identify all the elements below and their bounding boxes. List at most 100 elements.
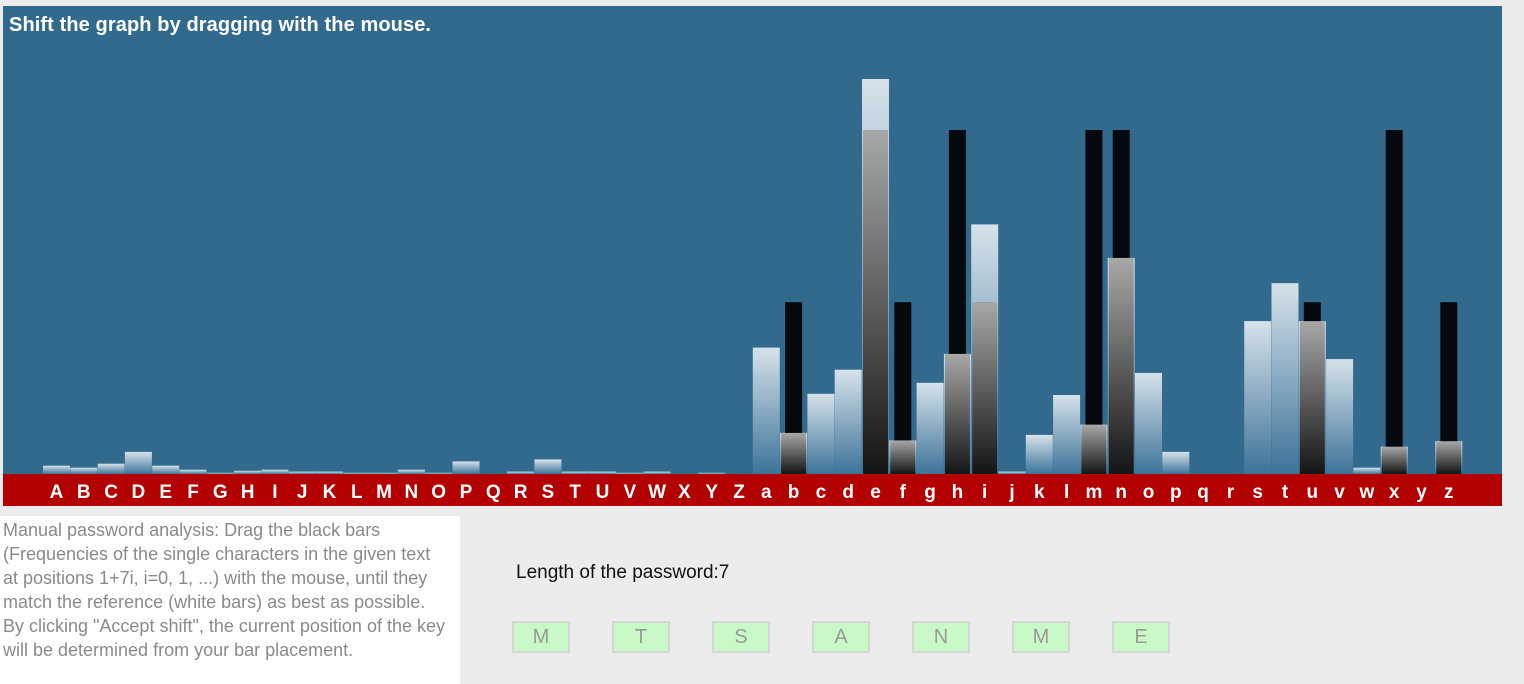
key-char-7[interactable]: E: [1112, 621, 1170, 653]
tick-label-k: k: [1034, 482, 1045, 503]
tick-label-R: R: [514, 482, 528, 503]
tick-label-i: i: [982, 482, 987, 503]
tick-label-J: J: [297, 482, 308, 503]
reference-bar-a: [752, 347, 780, 474]
overlap-bar-m: [1081, 424, 1107, 474]
tick-label-A: A: [50, 482, 64, 503]
reference-bar-U: [589, 471, 616, 474]
tick-label-z: z: [1444, 482, 1454, 503]
key-char-4[interactable]: A: [812, 621, 870, 653]
reference-bar-j: [998, 471, 1026, 474]
tick-label-r: r: [1227, 482, 1235, 503]
reference-bar-w: [1353, 467, 1381, 474]
tick-label-T: T: [569, 482, 581, 503]
tick-label-N: N: [405, 482, 419, 503]
reference-bar-V: [616, 472, 644, 474]
tick-label-u: u: [1306, 482, 1318, 503]
tick-label-E: E: [159, 482, 172, 503]
reference-bar-d: [834, 369, 862, 474]
tick-label-K: K: [323, 482, 337, 503]
reference-bar-Y: [698, 472, 726, 474]
reference-bar-E: [152, 465, 180, 474]
overlap-bar-z: [1436, 441, 1462, 474]
reference-bar-O: [425, 472, 453, 474]
reference-bar-L: [343, 472, 371, 474]
tick-label-g: g: [924, 482, 936, 503]
instruction-text: Shift the graph by dragging with the mou…: [9, 14, 432, 36]
overlap-bar-x: [1381, 446, 1407, 474]
tick-label-F: F: [187, 482, 199, 503]
password-length-label: Length of the password:7: [516, 562, 730, 583]
reference-bar-s: [1244, 321, 1272, 474]
overlap-bar-b: [781, 432, 807, 474]
key-char-5[interactable]: N: [912, 621, 970, 653]
tick-label-Z: Z: [733, 482, 745, 503]
reference-bar-N: [397, 469, 425, 474]
drag-bar-z[interactable]: [1440, 302, 1458, 474]
reference-bar-I: [261, 469, 289, 474]
reference-bar-G: [206, 472, 234, 474]
reference-bar-K: [316, 471, 343, 474]
tick-label-D: D: [132, 482, 146, 503]
tick-label-V: V: [623, 482, 636, 503]
reference-bar-P: [452, 461, 480, 474]
tick-label-d: d: [842, 482, 854, 503]
tick-label-n: n: [1115, 482, 1127, 503]
overlap-bars: [781, 130, 1462, 474]
letters-bar: [3, 474, 1502, 506]
reference-bar-g: [916, 382, 944, 474]
reference-bar-t: [1271, 283, 1299, 474]
reference-bar-T: [561, 471, 589, 474]
overlap-bar-n: [1108, 257, 1134, 474]
tick-label-y: y: [1416, 482, 1427, 503]
tick-label-O: O: [431, 482, 446, 503]
tick-label-b: b: [788, 482, 800, 503]
drag-bar-b[interactable]: [785, 302, 803, 474]
tick-label-q: q: [1197, 482, 1209, 503]
drag-bar-f[interactable]: [894, 302, 912, 474]
tick-label-X: X: [678, 482, 691, 503]
tick-label-W: W: [648, 482, 666, 503]
reference-bar-A: [43, 465, 70, 474]
reference-bar-o: [1135, 372, 1162, 474]
overlap-bar-h: [944, 353, 970, 474]
reference-bar-R: [507, 471, 535, 474]
reference-bar-k: [1025, 434, 1053, 474]
key-char-3[interactable]: S: [712, 621, 770, 653]
overlap-bar-e: [863, 130, 888, 474]
reference-bar-v: [1326, 359, 1354, 474]
reference-bar-W: [643, 471, 671, 474]
overlap-bar-u: [1299, 321, 1325, 474]
key-char-6[interactable]: M: [1012, 621, 1070, 653]
tick-label-L: L: [351, 482, 363, 503]
key-char-2[interactable]: T: [612, 621, 670, 653]
tick-label-l: l: [1064, 482, 1069, 503]
key-char-1[interactable]: M: [512, 621, 570, 653]
help-panel: Manual password analysis: Drag the black…: [0, 516, 460, 684]
tick-label-v: v: [1334, 482, 1345, 503]
tick-label-f: f: [900, 482, 907, 503]
tick-label-s: s: [1252, 482, 1263, 503]
reference-bar-c: [807, 393, 835, 474]
reference-bar-D: [124, 451, 152, 474]
reference-bar-H: [234, 470, 262, 474]
tick-label-H: H: [241, 482, 255, 503]
reference-bar-B: [70, 467, 98, 474]
tick-label-I: I: [272, 482, 277, 503]
tick-label-C: C: [104, 482, 118, 503]
tick-label-h: h: [952, 482, 964, 503]
reference-bar-S: [534, 459, 562, 474]
tick-label-o: o: [1143, 482, 1155, 503]
drag-bar-x[interactable]: [1385, 130, 1403, 474]
tick-label-M: M: [376, 482, 392, 503]
tick-label-U: U: [596, 482, 610, 503]
tick-label-t: t: [1282, 482, 1289, 503]
drag-bar-m[interactable]: [1085, 130, 1103, 474]
tick-label-x: x: [1389, 482, 1400, 503]
overlap-bar-f: [890, 440, 916, 474]
reference-bars: [43, 79, 1463, 474]
tick-label-p: p: [1170, 482, 1182, 503]
